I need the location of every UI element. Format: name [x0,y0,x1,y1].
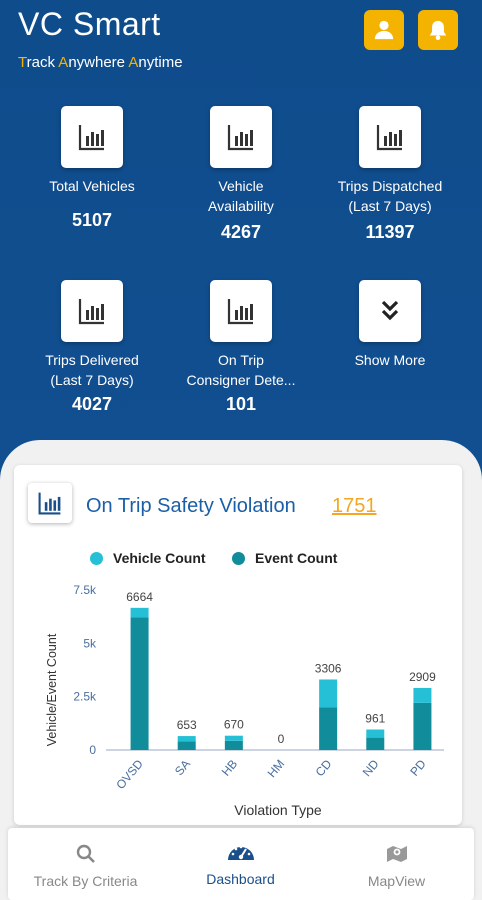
notification-button[interactable] [418,10,458,50]
bar-vehicle-count [366,729,385,738]
tile-label: Vehicle Availability [208,178,274,214]
bar-event-count [130,617,149,750]
card-icon-box [28,483,72,523]
x-tick-label: CD [313,757,335,780]
bar-event-count [319,707,338,750]
app-title: VC Smart [18,6,161,42]
x-axis-title: Violation Type [234,802,322,818]
tile-icon-box [210,106,272,168]
nav-dashboard[interactable]: Dashboard [163,828,318,900]
tile-value: 5107 [71,210,113,230]
bar-chart-icon [38,492,61,515]
nav-label: MapView [367,873,426,889]
x-tick-label: HM [265,757,288,780]
bar-chart-icon [78,125,104,151]
tile-vehicle-availability[interactable]: Vehicle Availability 4267 [171,106,311,243]
card-title: On Trip Safety Violation [86,495,296,517]
tile-label: Trips Delivered (Last 7 Days) [45,352,139,388]
tile-icon-box [210,280,272,342]
x-tick-label: OVSD [113,757,146,792]
x-tick-label: ND [360,757,382,780]
tagline: Track Anywhere Anytime [18,54,183,71]
tile-label: Total Vehicles [49,178,135,194]
x-tick-label: SA [172,757,193,778]
y-tick-label: 2.5k [73,690,97,704]
bar-chart-icon [376,125,402,151]
bar-event-count [413,702,432,750]
bar-data-label: 6664 [126,590,153,604]
violation-card: On Trip Safety Violation 1751 Vehicle Co… [14,465,462,825]
bar-data-label: 670 [224,718,244,732]
tile-value: 4027 [71,394,113,414]
tile-icon-box [61,280,123,342]
tile-label: Trips Dispatched (Last 7 Days) [337,178,443,214]
show-more-button[interactable]: Show More [320,280,460,370]
bar-vehicle-count [177,736,196,742]
bar-chart-icon [227,299,253,325]
tile-label: Show More [354,352,426,368]
bar-chart-icon [227,125,253,151]
bar-data-label: 2909 [409,670,436,684]
tile-value: 4267 [220,222,262,242]
bar-vehicle-count [224,735,243,741]
tagline-initial: A [128,54,139,71]
tagline-word: rack [26,54,55,71]
bottom-nav: Track By Criteria Dashboard MapView [8,828,474,900]
bell-icon [429,20,447,41]
violation-bar-chart: 0 2.5k 5k 7.5k Vehicle/Event Count Violation … [45,583,444,818]
nav-label: Dashboard [206,871,275,887]
tile-total-vehicles[interactable]: Total Vehicles 5107 [22,106,162,231]
legend-label: Vehicle Count [113,550,206,566]
tagline-initial: A [58,54,69,71]
search-icon [76,844,95,863]
tile-icon-box [61,106,123,168]
legend-dot [232,551,245,565]
tagline-word: nywhere [68,54,126,71]
legend-label: Event Count [255,550,338,566]
legend-dot [90,551,103,565]
x-tick-label: HB [219,757,240,779]
y-axis-title: Vehicle/Event Count [45,633,59,746]
tile-value: 101 [225,394,257,414]
user-icon [374,20,394,40]
tile-trips-delivered[interactable]: Trips Delivered (Last 7 Days) 4027 [22,280,162,415]
header: VC Smart Track Anywhere Anytime [0,0,482,470]
tile-on-trip-consigner[interactable]: On Trip Consigner Dete... 101 [171,280,311,415]
bar-event-count [177,741,196,750]
legend-item-vehicle-count[interactable]: Vehicle Count [90,550,206,566]
bar-vehicle-count [413,687,432,703]
tile-icon-box [359,106,421,168]
bar-data-label: 0 [278,732,285,746]
bar-data-label: 3306 [315,661,342,675]
bar-chart-icon [78,299,104,325]
tagline-word: nytime [138,54,183,71]
bar-event-count [366,737,385,750]
speedometer-icon [227,845,254,860]
y-tick-label: 5k [83,636,97,650]
tile-label: On Trip Consigner Dete... [186,352,296,388]
x-tick-label: PD [407,757,429,779]
y-tick-label: 0 [89,743,96,757]
nav-track-by-criteria[interactable]: Track By Criteria [8,828,163,900]
profile-button[interactable] [364,10,404,50]
bar-data-label: 653 [177,718,197,732]
tagline-initial: T [18,54,27,71]
bar-vehicle-count [319,679,338,708]
tile-value: 11397 [365,222,415,242]
map-icon [386,846,407,862]
bar-event-count [224,740,243,750]
bar-vehicle-count [130,607,149,618]
y-tick-label: 7.5k [73,583,97,597]
tile-icon-box [359,280,421,342]
double-chevron-down-icon [381,300,399,321]
nav-mapview[interactable]: MapView [319,828,474,900]
legend-item-event-count[interactable]: Event Count [232,550,337,566]
nav-label: Track By Criteria [33,873,138,889]
tile-trips-dispatched[interactable]: Trips Dispatched (Last 7 Days) 11397 [320,106,460,243]
bar-data-label: 961 [365,711,385,725]
violation-count-link[interactable]: 1751 [332,495,377,517]
